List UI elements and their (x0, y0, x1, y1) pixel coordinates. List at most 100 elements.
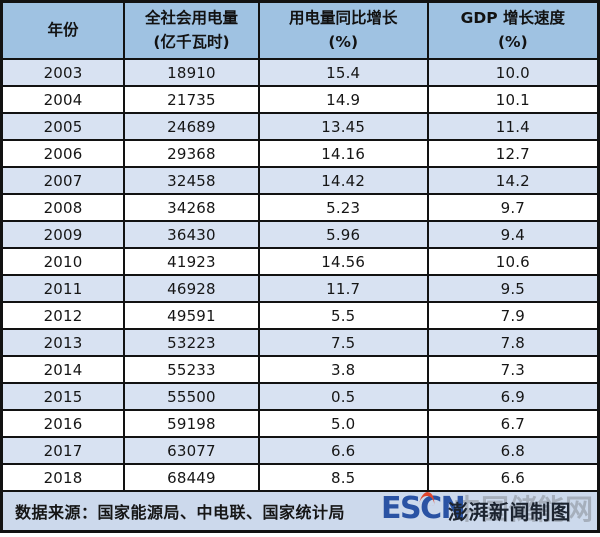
table-row: 2018 68449 8.5 6.6 (0, 463, 600, 492)
cell-year: 2004 (0, 85, 126, 114)
col-header-consumption-unit: (亿千瓦时) (153, 32, 230, 51)
col-header-gdp-growth-unit: (%) (497, 32, 528, 51)
cell-consumption-growth: 5.5 (257, 301, 429, 330)
data-source-text: 数据来源：国家能源局、中电联、国家统计局 (15, 503, 346, 522)
cell-gdp-growth: 6.6 (426, 463, 600, 492)
cell-gdp-growth: 7.3 (426, 355, 600, 384)
cell-year: 2017 (0, 436, 126, 465)
cell-consumption-growth: 5.23 (257, 193, 429, 222)
header-row: 年份 全社会用电量 (亿千瓦时) 用电量同比增长 (%) GDP 增长速度 (%… (0, 0, 600, 60)
cell-consumption-growth: 0.5 (257, 382, 429, 411)
table-row: 2017 63077 6.6 6.8 (0, 436, 600, 465)
col-header-consumption: 全社会用电量 (亿千瓦时) (123, 0, 260, 60)
cell-consumption-growth: 14.16 (257, 139, 429, 168)
cell-year: 2010 (0, 247, 126, 276)
cell-consumption: 41923 (123, 247, 260, 276)
cell-consumption-growth: 3.8 (257, 355, 429, 384)
cell-gdp-growth: 9.7 (426, 193, 600, 222)
watermark: 中国储能网 ESCN 澎湃新闻制图 (381, 491, 597, 530)
cell-gdp-growth: 9.5 (426, 274, 600, 303)
cell-consumption-growth: 7.5 (257, 328, 429, 357)
cell-year: 2014 (0, 355, 126, 384)
cell-gdp-growth: 12.7 (426, 139, 600, 168)
cell-consumption: 36430 (123, 220, 260, 249)
table-row: 2014 55233 3.8 7.3 (0, 355, 600, 384)
col-header-gdp-growth: GDP 增长速度 (%) (426, 0, 600, 60)
cell-year: 2011 (0, 274, 126, 303)
cell-consumption: 21735 (123, 85, 260, 114)
cell-gdp-growth: 10.6 (426, 247, 600, 276)
watermark-credit-text: 澎湃新闻制图 (448, 500, 571, 524)
cell-consumption: 55233 (123, 355, 260, 384)
table-row: 2013 53223 7.5 7.8 (0, 328, 600, 357)
col-header-year-label: 年份 (47, 20, 79, 39)
cell-consumption-growth: 15.4 (257, 58, 429, 87)
table-row: 2015 55500 0.5 6.9 (0, 382, 600, 411)
cell-consumption: 68449 (123, 463, 260, 492)
cell-gdp-growth: 6.7 (426, 409, 600, 438)
col-header-gdp-growth-label: GDP 增长速度 (460, 9, 565, 28)
cell-consumption-growth: 6.6 (257, 436, 429, 465)
table-row: 2010 41923 14.56 10.6 (0, 247, 600, 276)
cell-consumption: 18910 (123, 58, 260, 87)
cell-year: 2015 (0, 382, 126, 411)
cell-consumption-growth: 5.0 (257, 409, 429, 438)
cell-consumption: 63077 (123, 436, 260, 465)
watermark-site-text: 中国储能网 (453, 493, 594, 526)
cell-consumption: 59198 (123, 409, 260, 438)
cell-gdp-growth: 7.9 (426, 301, 600, 330)
cell-consumption-growth: 14.9 (257, 85, 429, 114)
cell-gdp-growth: 6.8 (426, 436, 600, 465)
cell-gdp-growth: 7.8 (426, 328, 600, 357)
table-row: 2011 46928 11.7 9.5 (0, 274, 600, 303)
table-row: 2007 32458 14.42 14.2 (0, 166, 600, 195)
cell-gdp-growth: 10.0 (426, 58, 600, 87)
cell-year: 2005 (0, 112, 126, 141)
table-row: 2005 24689 13.45 11.4 (0, 112, 600, 141)
table-row: 2006 29368 14.16 12.7 (0, 139, 600, 168)
cell-consumption: 32458 (123, 166, 260, 195)
cell-year: 2007 (0, 166, 126, 195)
cell-year: 2008 (0, 193, 126, 222)
cell-consumption-growth: 13.45 (257, 112, 429, 141)
cell-consumption: 49591 (123, 301, 260, 330)
cell-consumption-growth: 5.96 (257, 220, 429, 249)
cell-year: 2016 (0, 409, 126, 438)
cell-year: 2003 (0, 58, 126, 87)
cell-year: 2012 (0, 301, 126, 330)
cell-gdp-growth: 14.2 (426, 166, 600, 195)
cell-gdp-growth: 9.4 (426, 220, 600, 249)
cell-consumption-growth: 14.56 (257, 247, 429, 276)
col-header-consumption-growth-unit: (%) (328, 32, 359, 51)
cell-gdp-growth: 10.1 (426, 85, 600, 114)
cell-consumption: 53223 (123, 328, 260, 357)
cell-year: 2013 (0, 328, 126, 357)
cell-consumption-growth: 14.42 (257, 166, 429, 195)
cell-consumption: 34268 (123, 193, 260, 222)
cell-consumption: 46928 (123, 274, 260, 303)
col-header-consumption-label: 全社会用电量 (144, 9, 238, 28)
cell-gdp-growth: 11.4 (426, 112, 600, 141)
col-header-year: 年份 (0, 0, 126, 60)
table-row: 2016 59198 5.0 6.7 (0, 409, 600, 438)
cell-consumption-growth: 11.7 (257, 274, 429, 303)
cell-year: 2006 (0, 139, 126, 168)
col-header-consumption-growth: 用电量同比增长 (%) (257, 0, 429, 60)
cell-consumption: 29368 (123, 139, 260, 168)
table-row: 2004 21735 14.9 10.1 (0, 85, 600, 114)
table-row: 2003 18910 15.4 10.0 (0, 58, 600, 87)
table-row: 2012 49591 5.5 7.9 (0, 301, 600, 330)
cell-consumption: 24689 (123, 112, 260, 141)
cell-consumption-growth: 8.5 (257, 463, 429, 492)
cell-year: 2018 (0, 463, 126, 492)
table-row: 2009 36430 5.96 9.4 (0, 220, 600, 249)
cell-consumption: 55500 (123, 382, 260, 411)
source-cell: 数据来源：国家能源局、中电联、国家统计局 中国储能网 ESCN 澎湃新闻制图 (0, 490, 600, 533)
cell-year: 2009 (0, 220, 126, 249)
col-header-consumption-growth-label: 用电量同比增长 (288, 9, 398, 28)
table-row: 2008 34268 5.23 9.7 (0, 193, 600, 222)
cell-gdp-growth: 6.9 (426, 382, 600, 411)
escn-logo: ESCN (381, 491, 466, 526)
